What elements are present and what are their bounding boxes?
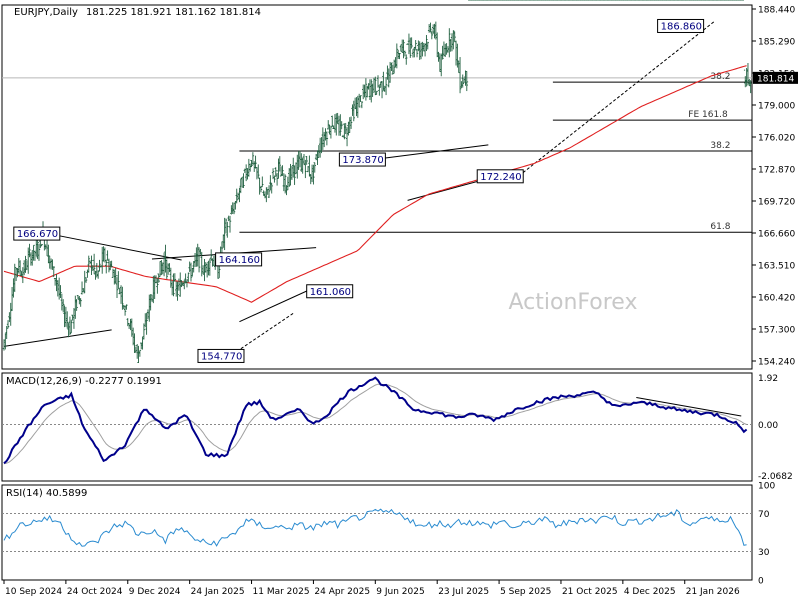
time-axis-label: 5 Sep 2025 <box>500 587 551 597</box>
chart-header-ohlc: 181.225 181.921 181.162 181.814 <box>86 7 261 18</box>
current-price-tag <box>753 71 798 84</box>
trend-line <box>3 329 112 347</box>
rsi-axis-label: 30 <box>758 548 770 558</box>
trend-line <box>514 21 715 180</box>
time-axis-label: 23 Jul 2025 <box>438 587 489 597</box>
time-axis-label: 21 Jan 2026 <box>686 587 740 597</box>
time-axis-label: 9 Jun 2025 <box>376 587 424 597</box>
price-axis-label: 163.510 <box>758 262 795 272</box>
price-annotation-label: 173.870 <box>342 155 383 166</box>
price-annotation-box <box>215 252 263 267</box>
macd-line <box>3 376 748 465</box>
rsi-title: RSI(14) 40.5899 <box>6 488 87 499</box>
rsi-pane-frame <box>1 484 753 581</box>
rsi-axis-label: 100 <box>758 482 775 492</box>
price-annotation-box <box>476 169 524 184</box>
moving-average-line <box>3 65 747 303</box>
price-axis-label: 185.290 <box>758 38 795 48</box>
price-axis-label: 176.020 <box>758 134 795 144</box>
price-axis-label: 169.720 <box>758 198 795 208</box>
macd-pane-frame <box>1 372 753 482</box>
macd-signal-line <box>3 383 747 465</box>
indicator-lines <box>3 65 748 547</box>
macd-title: MACD(12,26,9) -0.2277 0.1991 <box>6 376 162 387</box>
time-axis-label: 10 Sep 2024 <box>5 587 62 597</box>
macd-trend-line <box>636 397 742 417</box>
trend-line <box>383 144 489 159</box>
price-axis-label: 166.660 <box>758 230 795 240</box>
price-annotation-box <box>657 18 705 33</box>
rsi-axis-label: 70 <box>758 510 770 520</box>
time-axis-label: 24 Oct 2024 <box>67 587 123 597</box>
chart-header-symbol: EURJPY,Daily <box>14 7 78 18</box>
rsi-axis-label: 0 <box>758 577 764 587</box>
fib-level-label: FE 161.8 <box>688 110 728 120</box>
trend-line <box>236 312 295 352</box>
fib-level-label: 61.8 <box>710 222 730 232</box>
price-axis-label: 154.240 <box>758 358 795 368</box>
macd-axis-label: 1.92 <box>758 374 778 384</box>
fib-level-label: 38.2 <box>710 72 730 82</box>
price-annotation-label: 161.060 <box>310 287 351 298</box>
time-axis-label: 21 Oct 2025 <box>562 587 618 597</box>
main-pane-frame <box>1 4 753 370</box>
price-annotation-label: 166.670 <box>17 229 58 240</box>
price-axis-label: 157.300 <box>758 326 795 336</box>
price-axis-label: 160.420 <box>758 294 795 304</box>
chart-guides: 38.2 FE 161.8 38.2 61.8 <box>2 21 752 552</box>
time-axis-label: 9 Dec 2024 <box>129 587 181 597</box>
trend-line <box>239 286 317 323</box>
time-axis-label: 24 Apr 2025 <box>314 587 370 597</box>
rsi-line <box>3 508 747 547</box>
price-annotation-box <box>197 348 245 363</box>
price-axis-label: 172.870 <box>758 166 795 176</box>
chart-background <box>1 4 753 581</box>
price-annotation-label: 164.160 <box>219 255 260 266</box>
price-axis-label: 188.440 <box>758 6 795 16</box>
price-annotation-label: 172.240 <box>480 172 521 183</box>
current-price-label: 181.814 <box>757 74 794 84</box>
watermark: ActionForex <box>509 290 638 315</box>
price-annotation-label: 154.770 <box>201 351 242 362</box>
price-annotation-box <box>13 226 61 241</box>
fib-level-label: 38.2 <box>710 141 730 151</box>
time-axis-label: 24 Jan 2025 <box>191 587 245 597</box>
price-annotation-box <box>338 152 386 167</box>
axes: 188.440185.290182.150179.000176.020172.8… <box>3 6 798 597</box>
price-annotation-box <box>306 284 354 299</box>
price-annotations: 186.860 173.870 172.240 166.670 164.160 161.0… <box>13 18 705 363</box>
time-axis-label: 4 Dec 2025 <box>624 587 676 597</box>
macd-axis-label: -2.0682 <box>758 472 793 482</box>
price-axis-label: 179.000 <box>758 102 795 112</box>
macd-axis-label: 0.00 <box>758 421 778 431</box>
price-series <box>2 0 752 364</box>
price-annotation-label: 186.860 <box>661 21 702 32</box>
time-axis-label: 11 Mar 2025 <box>253 587 310 597</box>
